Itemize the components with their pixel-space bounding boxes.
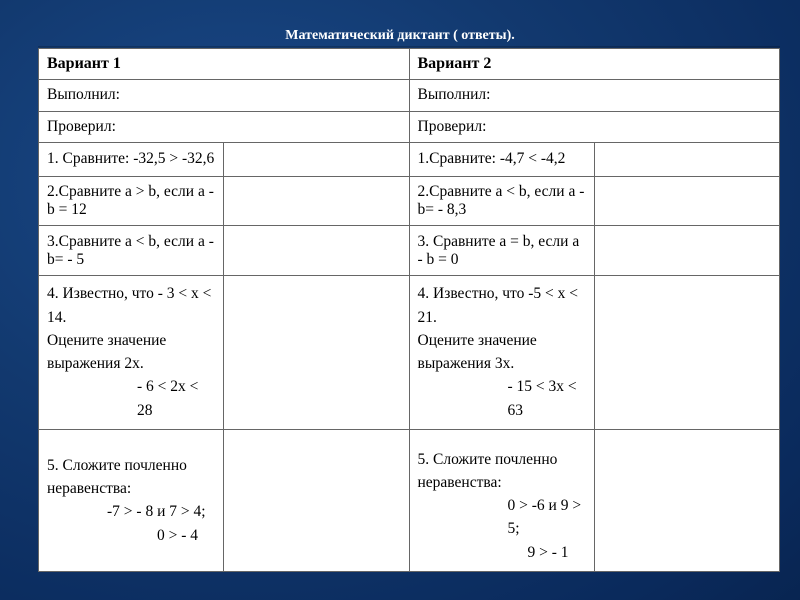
- q5-v1-line1: 5. Сложите почленно: [47, 457, 187, 474]
- q5-v1: 5. Сложите почленно неравенства: -7 > - …: [39, 429, 224, 571]
- answers-table: Вариант 1 Вариант 2 Выполнил: Выполнил: …: [38, 48, 780, 572]
- completed-v1: Выполнил:: [39, 80, 410, 111]
- completed-row: Выполнил: Выполнил:: [39, 80, 780, 111]
- q5-v2-line3: 9 > - 1: [418, 541, 586, 564]
- q5-v1-line3: -7 > - 8 и 7 > 4;: [47, 500, 215, 523]
- q4-v1: 4. Известно, что - 3 < x < 14. Оцените з…: [39, 275, 224, 429]
- q2-v2: 2.Сравните a < b, если a - b= - 8,3: [409, 177, 594, 226]
- question-1-row: 1. Сравните: -32,5 > -32,6 1.Сравните: -…: [39, 142, 780, 176]
- q5-v2: 5. Сложите почленно неравенства: 0 > -6 …: [409, 429, 594, 571]
- q5-v2-line1: 5. Сложите почленно неравенства:: [418, 451, 558, 491]
- q1-v1-stub: [224, 142, 409, 176]
- q4-v2-line2: Оцените значение выражения 3x.: [418, 332, 537, 372]
- q2-v1-stub: [224, 177, 409, 226]
- checked-v2: Проверил:: [409, 111, 780, 142]
- q5-v2-stub: [594, 429, 779, 571]
- q4-v1-line3: - 6 < 2x < 28: [47, 375, 215, 422]
- q3-v2-stub: [594, 226, 779, 275]
- header-row: Вариант 1 Вариант 2: [39, 49, 780, 80]
- answers-table-container: Вариант 1 Вариант 2 Выполнил: Выполнил: …: [38, 48, 780, 572]
- q1-v1: 1. Сравните: -32,5 > -32,6: [39, 142, 224, 176]
- header-variant-2: Вариант 2: [409, 49, 780, 80]
- question-3-row: 3.Сравните a < b, если a - b= - 5 3. Сра…: [39, 226, 780, 275]
- q4-v2-stub: [594, 275, 779, 429]
- q1-v2: 1.Сравните: -4,7 < -4,2: [409, 142, 594, 176]
- question-2-row: 2.Сравните a > b, если a - b = 12 2.Срав…: [39, 177, 780, 226]
- q4-v1-line1: 4. Известно, что - 3 < x < 14.: [47, 285, 211, 325]
- q1-v2-stub: [594, 142, 779, 176]
- q2-v2-stub: [594, 177, 779, 226]
- q5-v2-line2: 0 > -6 и 9 > 5;: [418, 494, 586, 541]
- q5-v1-stub: [224, 429, 409, 571]
- q4-v1-line2: Оцените значение выражения 2x.: [47, 332, 166, 372]
- slide-background: Математический диктант ( ответы). Вариан…: [0, 0, 800, 600]
- q4-v2-line1: 4. Известно, что -5 < x < 21.: [418, 285, 579, 325]
- q5-v1-line4: 0 > - 4: [47, 524, 215, 547]
- checked-row: Проверил: Проверил:: [39, 111, 780, 142]
- q4-v2-line3: - 15 < 3x < 63: [418, 375, 586, 422]
- header-variant-1: Вариант 1: [39, 49, 410, 80]
- q3-v1-stub: [224, 226, 409, 275]
- q4-v2: 4. Известно, что -5 < x < 21. Оцените зн…: [409, 275, 594, 429]
- checked-v1: Проверил:: [39, 111, 410, 142]
- question-4-row: 4. Известно, что - 3 < x < 14. Оцените з…: [39, 275, 780, 429]
- q4-v1-stub: [224, 275, 409, 429]
- q2-v1: 2.Сравните a > b, если a - b = 12: [39, 177, 224, 226]
- question-5-row: 5. Сложите почленно неравенства: -7 > - …: [39, 429, 780, 571]
- q5-v1-line2: неравенства:: [47, 480, 131, 497]
- q3-v2: 3. Сравните a = b, если a - b = 0: [409, 226, 594, 275]
- completed-v2: Выполнил:: [409, 80, 780, 111]
- q3-v1: 3.Сравните a < b, если a - b= - 5: [39, 226, 224, 275]
- slide-title: Математический диктант ( ответы).: [0, 28, 800, 44]
